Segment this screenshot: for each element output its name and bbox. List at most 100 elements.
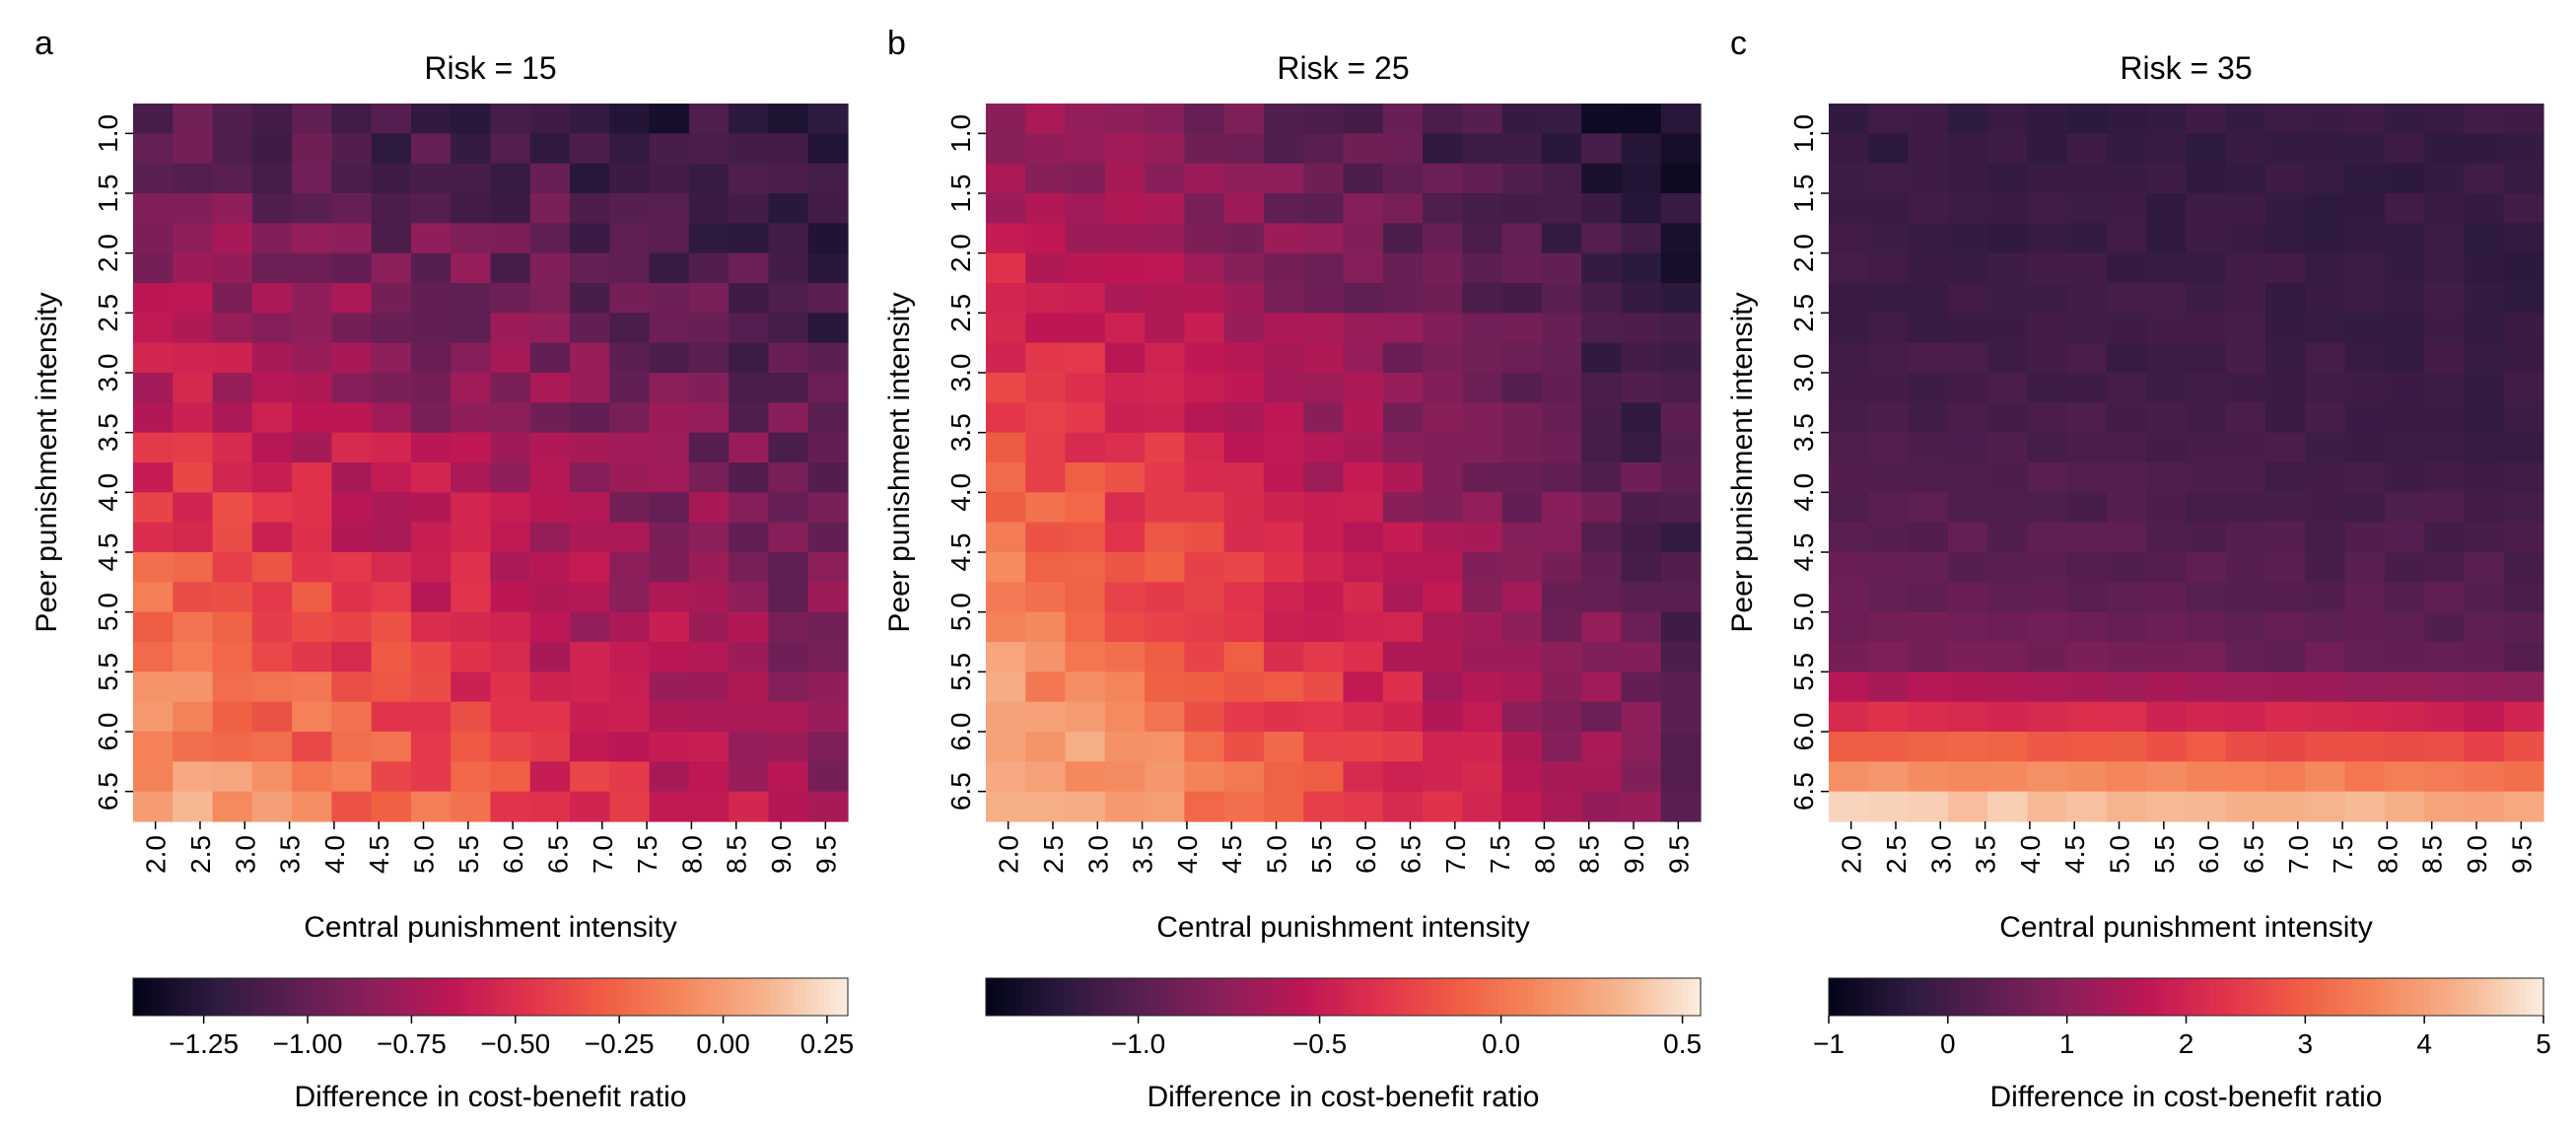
heatmap-cell xyxy=(1423,611,1463,643)
heatmap-cell xyxy=(1908,223,1949,254)
heatmap-cell xyxy=(1145,552,1185,583)
heatmap-cell xyxy=(1829,342,1869,374)
heatmap-cell xyxy=(451,791,492,822)
heatmap-cell xyxy=(768,402,809,434)
heatmap-cell xyxy=(490,402,531,434)
heatmap-cell xyxy=(1025,104,1067,134)
heatmap-cell xyxy=(1581,402,1623,434)
heatmap-cell xyxy=(1829,163,1869,194)
colorbar-segment xyxy=(1278,978,1285,1016)
heatmap-cell xyxy=(1065,642,1106,672)
heatmap-cell xyxy=(529,163,571,194)
heatmap-cell xyxy=(729,342,770,374)
heatmap-cell xyxy=(490,223,531,254)
heatmap-cell xyxy=(1660,193,1702,224)
heatmap-cell xyxy=(2106,732,2147,762)
heatmap-cell xyxy=(1908,732,1949,762)
heatmap-cell xyxy=(2424,732,2466,762)
heatmap-cell xyxy=(371,252,412,284)
heatmap-cell xyxy=(2066,223,2108,254)
heatmap-cell xyxy=(2464,402,2505,434)
heatmap-cell xyxy=(2225,582,2266,613)
colorbar-segment xyxy=(1206,978,1214,1016)
heatmap-cell xyxy=(1382,223,1424,254)
colorbar-segment xyxy=(2013,978,2020,1016)
heatmap-cell xyxy=(1947,283,1988,314)
colorbar-tick-label: −1.25 xyxy=(169,1028,239,1059)
heatmap-cell xyxy=(1908,701,1949,733)
heatmap-cell xyxy=(688,522,730,553)
heatmap-cell xyxy=(1621,163,1662,194)
heatmap-cell xyxy=(1263,104,1304,134)
heatmap-cell xyxy=(1223,642,1265,672)
heatmap-cell xyxy=(331,701,373,733)
heatmap-cell xyxy=(1303,791,1345,822)
heatmap-cell xyxy=(2066,432,2108,463)
heatmap-cell xyxy=(2344,671,2386,703)
heatmap-cell xyxy=(1462,252,1503,284)
heatmap-cell xyxy=(2503,462,2544,493)
heatmap-cell xyxy=(1581,133,1623,165)
heatmap-cell xyxy=(1303,761,1345,793)
y-tick-label: 1.5 xyxy=(945,175,976,213)
heatmap-cell xyxy=(1263,552,1304,583)
colorbar-segment xyxy=(251,978,259,1016)
colorbar-segment xyxy=(2078,978,2086,1016)
heatmap-cell xyxy=(688,492,730,524)
colorbar-segment xyxy=(2358,978,2366,1016)
heatmap-cell xyxy=(2186,373,2227,403)
heatmap-cell xyxy=(609,732,651,762)
heatmap-cell xyxy=(1263,642,1304,672)
heatmap-cell xyxy=(1541,342,1582,374)
heatmap-cell xyxy=(133,611,174,643)
colorbar-segment xyxy=(2090,978,2098,1016)
heatmap-cell xyxy=(371,552,412,583)
colorbar-segment xyxy=(592,978,598,1016)
heatmap-cell xyxy=(2225,313,2266,344)
heatmap-cell xyxy=(2384,642,2425,672)
heatmap-cell xyxy=(688,761,730,793)
heatmap-cell xyxy=(490,701,531,733)
heatmap-cell xyxy=(2027,373,2068,403)
heatmap-cell xyxy=(1104,642,1146,672)
heatmap-cell xyxy=(1987,402,2028,434)
heatmap-cell xyxy=(133,283,174,314)
colorbar-segment xyxy=(1694,978,1702,1016)
heatmap-cell xyxy=(986,732,1026,762)
heatmap-cell xyxy=(371,283,412,314)
colorbar-segment xyxy=(1882,978,1890,1016)
heatmap-cell xyxy=(570,492,610,524)
heatmap-cell xyxy=(1382,402,1424,434)
heatmap-cell xyxy=(807,283,849,314)
x-tick-label: 6.5 xyxy=(2238,835,2268,874)
y-tick-label: 6.5 xyxy=(945,772,976,811)
colorbar-segment xyxy=(335,978,343,1016)
colorbar-segment xyxy=(139,978,146,1016)
heatmap-cell xyxy=(1829,193,1869,224)
heatmap-cell xyxy=(1343,313,1384,344)
heatmap-cell xyxy=(2265,582,2306,613)
heatmap-cell xyxy=(807,642,849,672)
heatmap-cell xyxy=(2186,193,2227,224)
heatmap-cell xyxy=(1423,432,1463,463)
colorbar-tick-label: −0.75 xyxy=(377,1028,447,1059)
heatmap-cell xyxy=(1462,492,1503,524)
colorbar-segment xyxy=(400,978,408,1016)
heatmap-cell xyxy=(410,761,452,793)
colorbar-segment xyxy=(174,978,181,1016)
colorbar-segment xyxy=(1104,978,1112,1016)
heatmap-cell xyxy=(1462,642,1503,672)
heatmap-cell xyxy=(371,373,412,403)
heatmap-cell xyxy=(2225,611,2266,643)
colorbar-segment xyxy=(657,978,664,1016)
colorbar-segment xyxy=(2115,978,2122,1016)
heatmap-cell xyxy=(490,104,531,134)
heatmap-cell xyxy=(1947,163,1988,194)
heatmap-cell xyxy=(2503,402,2544,434)
heatmap-cell xyxy=(371,522,412,553)
colorbar-segment xyxy=(2269,978,2276,1016)
x-tick-label: 3.0 xyxy=(1082,835,1113,874)
heatmap-cell xyxy=(331,611,373,643)
heatmap-cell xyxy=(1581,552,1623,583)
